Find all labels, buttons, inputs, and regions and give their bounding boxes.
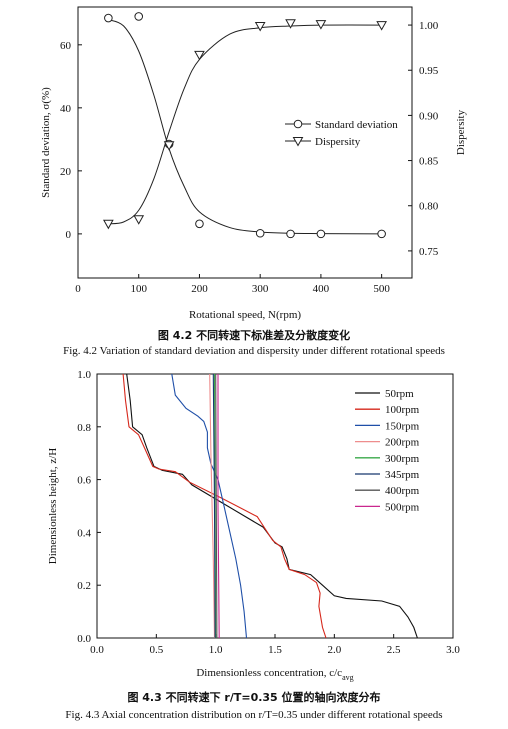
y-right-tick-label: 0.80	[419, 201, 439, 213]
figure-4-3-caption-en: Fig. 4.3 Axial concentration distributio…	[65, 709, 443, 721]
legend-label-200rpm: 200rpm	[385, 437, 420, 449]
legend-label-500rpm: 500rpm	[385, 501, 420, 513]
data-point-std	[286, 229, 295, 239]
legend-label-100rpm: 100rpm	[385, 404, 420, 416]
y-right-tick-label: 0.75	[419, 246, 439, 258]
series-line-150rpm	[171, 373, 248, 639]
y-tick-label: 0.4	[77, 527, 91, 539]
x-tick-label: 300	[252, 283, 269, 295]
y-left-tick-label: 40	[60, 103, 72, 115]
data-point-dispersity	[254, 21, 266, 32]
figure-4-3-caption-zh: 图 4.3 不同转速下 r/T=0.35 位置的轴向浓度分布	[127, 691, 381, 704]
legend-label-400rpm: 400rpm	[385, 485, 420, 497]
y-tick-label: 0.2	[77, 580, 91, 592]
legend-label-std: Standard deviation	[315, 119, 398, 131]
figure-4-2-caption-en: Fig. 4.2 Variation of standard deviation…	[63, 345, 445, 357]
data-point-std	[316, 229, 326, 239]
x-tick-label: 1.5	[268, 644, 282, 656]
y-right-axis-label: Dispersity	[455, 109, 467, 155]
legend-label-150rpm: 150rpm	[385, 420, 420, 432]
fit-curve-dispersity	[108, 24, 382, 225]
y-tick-label: 0.6	[77, 475, 91, 487]
data-point-dispersity	[133, 215, 145, 225]
y-left-tick-label: 20	[60, 166, 72, 178]
data-point-std	[255, 228, 265, 238]
y-left-axis-label: Standard deviation, σ(%)	[40, 87, 52, 198]
chart-axial-concentration: 0.0 0.5 1.0 1.5 2.0 2.5 3.0 0.0 0.2 0.4 0.6 0.8 1.0 D…	[47, 369, 460, 682]
x-axis-label: Dimensionless concentration, c/cavg	[196, 667, 353, 682]
series-line-200rpm	[209, 373, 216, 639]
data-point-dispersity	[376, 21, 387, 31]
legend-marker-dispersity	[292, 137, 304, 147]
y-right-tick-label: 1.00	[419, 20, 439, 32]
legend-label-dispersity: Dispersity	[315, 136, 361, 148]
x-tick-label: 400	[313, 283, 330, 295]
series-line-400rpm	[215, 373, 218, 639]
series-line-500rpm	[217, 374, 220, 639]
y-tick-label: 0.8	[77, 422, 91, 434]
series-line-300rpm	[213, 373, 217, 639]
data-point-dispersity	[194, 50, 205, 61]
data-point-std	[377, 229, 386, 239]
data-point-dispersity	[315, 20, 327, 30]
data-point-dispersity	[103, 219, 114, 230]
x-tick-label: 3.0	[446, 644, 460, 656]
x-tick-label: 500	[373, 283, 390, 295]
y-tick-label: 0.0	[77, 633, 91, 645]
legend-label-345rpm: 345rpm	[385, 469, 420, 481]
data-point-std	[104, 13, 113, 23]
x-tick-label: 1.0	[209, 644, 223, 656]
chart-std-dispersity: 0 100 200 300 400 500 0 20 40 60 0.75 0.80 0.85 0.90 0…	[40, 6, 467, 321]
y-tick-label: 1.0	[77, 369, 91, 381]
x-tick-label: 2.0	[327, 644, 341, 656]
x-tick-label: 0.0	[90, 644, 104, 656]
x-tick-label: 200	[191, 283, 208, 295]
legend-marker-std	[293, 119, 303, 129]
legend-label-50rpm: 50rpm	[385, 388, 414, 400]
x-axis-label: Rotational speed, N(rpm)	[189, 309, 301, 321]
y-axis-label: Dimensionless height, z/H	[47, 448, 59, 564]
y-right-tick-label: 0.95	[419, 65, 439, 77]
figure-4-2-caption-zh: 图 4.2 不同转速下标准差及分散度变化	[157, 329, 351, 342]
series-line-345rpm	[212, 373, 216, 639]
x-tick-label: 0	[75, 283, 81, 295]
x-tick-label: 2.5	[387, 644, 401, 656]
y-right-tick-label: 0.90	[419, 110, 439, 122]
data-point-std	[134, 12, 144, 21]
y-left-tick-label: 60	[60, 40, 72, 52]
data-point-dispersity	[285, 19, 296, 29]
legend-label-300rpm: 300rpm	[385, 453, 420, 465]
x-tick-label: 0.5	[149, 644, 163, 656]
series-line-100rpm	[122, 373, 327, 639]
y-right-tick-label: 0.85	[419, 156, 439, 168]
plot-frame	[77, 6, 413, 279]
y-left-tick-label: 0	[66, 229, 72, 241]
data-point-std	[195, 219, 204, 229]
x-tick-label: 100	[130, 283, 147, 295]
data-point-dispersity	[163, 141, 175, 151]
